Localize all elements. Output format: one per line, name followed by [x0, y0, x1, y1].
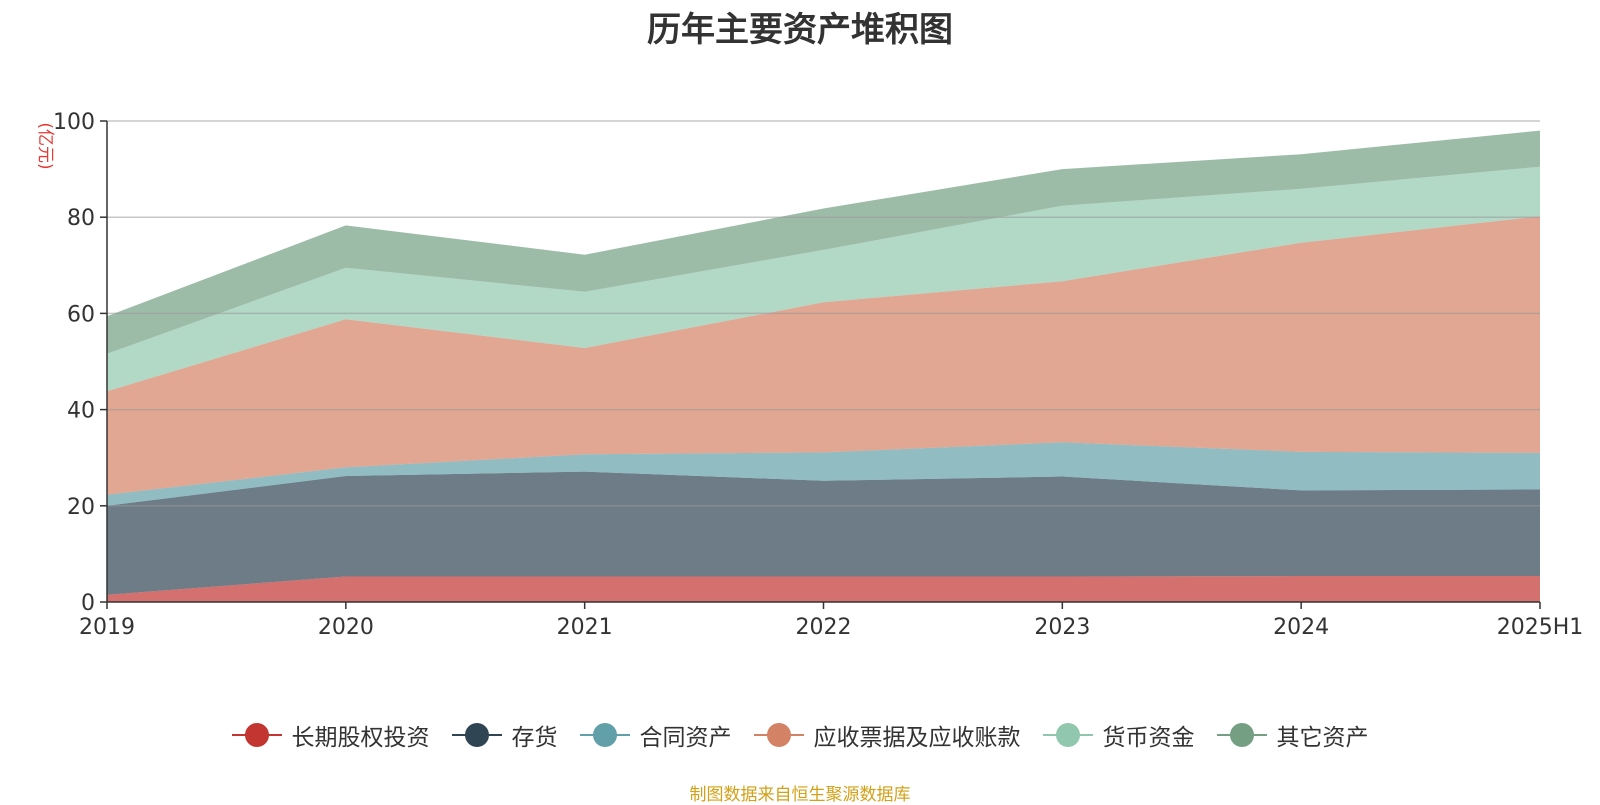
- legend-label: 其它资产: [1276, 725, 1369, 751]
- legend-marker-icon: [579, 723, 630, 747]
- legend-label: 应收票据及应收账款: [813, 725, 1021, 751]
- area-series-1: [107, 471, 1540, 595]
- legend-item-2[interactable]: 合同资产: [579, 718, 732, 752]
- area-series-3: [107, 216, 1540, 495]
- area-series-4: [107, 166, 1540, 392]
- y-tick-label: 40: [67, 399, 95, 424]
- x-tick-label: 2019: [79, 615, 135, 640]
- y-axis-unit-label: (亿元): [35, 122, 55, 169]
- legend-marker-icon: [231, 723, 282, 747]
- legend-item-5[interactable]: 其它资产: [1216, 718, 1369, 752]
- legend-item-3[interactable]: 应收票据及应收账款: [753, 718, 1021, 752]
- area-series-0: [107, 576, 1540, 602]
- x-tick-label: 2025H1: [1497, 615, 1584, 640]
- legend-marker-icon: [1216, 723, 1267, 747]
- x-tick-label: 2024: [1273, 615, 1329, 640]
- legend-item-4[interactable]: 货币资金: [1042, 718, 1195, 752]
- legend-label: 货币资金: [1102, 725, 1195, 751]
- x-tick-label: 2022: [796, 615, 852, 640]
- x-tick-label: 2020: [318, 615, 374, 640]
- x-tick-label: 2021: [557, 615, 613, 640]
- legend-marker-icon: [1042, 723, 1093, 747]
- legend-label: 长期股权投资: [291, 725, 430, 751]
- y-tick-label: 20: [67, 495, 95, 520]
- y-tick-label: 0: [81, 591, 95, 616]
- legend-marker-icon: [451, 723, 502, 747]
- area-layers: [107, 130, 1540, 602]
- legend-label: 合同资产: [639, 725, 732, 751]
- legend-item-1[interactable]: 存货: [451, 718, 558, 752]
- source-note: 制图数据来自恒生聚源数据库: [689, 785, 911, 805]
- legend-marker-icon: [753, 723, 804, 747]
- area-series-2: [107, 442, 1540, 506]
- x-tick-label: 2023: [1034, 615, 1090, 640]
- legend: 长期股权投资 存货 合同资产 应收票据及应收账款 货币资金 其它资产: [0, 718, 1600, 752]
- chart-title: 历年主要资产堆积图: [647, 10, 953, 50]
- y-tick-label: 80: [67, 206, 95, 231]
- y-tick-label: 100: [53, 110, 95, 135]
- legend-item-0[interactable]: 长期股权投资: [231, 718, 430, 752]
- legend-label: 存货: [511, 725, 558, 751]
- area-series-5: [107, 130, 1540, 354]
- y-tick-label: 60: [67, 302, 95, 327]
